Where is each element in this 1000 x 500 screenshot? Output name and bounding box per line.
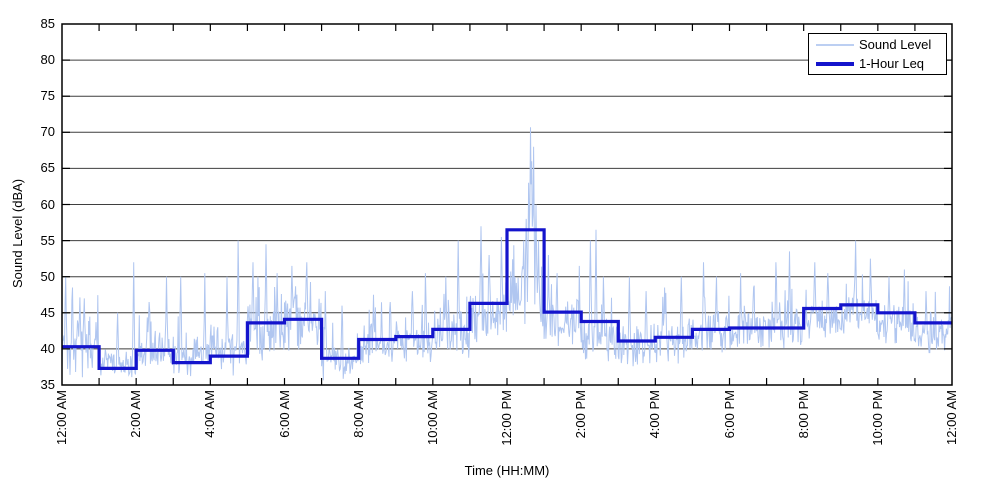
x-tick-label: 2:00 AM [128,390,144,438]
y-tick-label: 80 [40,52,55,68]
y-tick-label: 55 [40,232,55,248]
x-tick-label: 4:00 PM [647,390,663,439]
y-tick-label: 65 [40,160,55,176]
y-tick-label: 40 [40,340,55,356]
legend: Sound Level 1-Hour Leq [808,33,947,75]
x-tick-label: 6:00 AM [276,390,292,438]
leq-line-icon [816,61,854,66]
legend-item-1-hour-leq: 1-Hour Leq [809,56,946,72]
x-tick-label: 12:00 AM [54,390,69,445]
x-tick-label: 8:00 PM [795,390,811,439]
y-tick-label: 85 [40,16,55,31]
y-axis-title: Sound Level (dBA) [10,178,25,288]
x-axis-title: Time (HH:MM) [464,463,550,478]
sound-level-line-icon [816,43,854,46]
x-tick-label: 6:00 PM [721,390,737,439]
x-tick-label: 10:00 AM [424,390,440,445]
x-tick-label: 8:00 AM [350,390,366,438]
x-tick-label: 10:00 PM [869,390,885,446]
x-tick-label: 12:00 AM [944,390,959,445]
x-tick-label: 12:00 PM [499,390,514,446]
y-tick-label: 60 [40,196,55,212]
y-tick-label: 70 [40,124,55,140]
y-tick-label: 35 [40,377,55,392]
legend-label-1-hour-leq: 1-Hour Leq [859,56,925,71]
y-tick-label: 45 [40,304,55,320]
y-tick-label: 75 [40,88,55,104]
x-tick-label: 4:00 AM [202,390,218,438]
x-tick-label: 2:00 PM [573,390,589,439]
legend-item-sound-level: Sound Level [809,37,946,53]
legend-label-sound-level: Sound Level [859,37,932,52]
y-tick-label: 50 [40,268,55,284]
